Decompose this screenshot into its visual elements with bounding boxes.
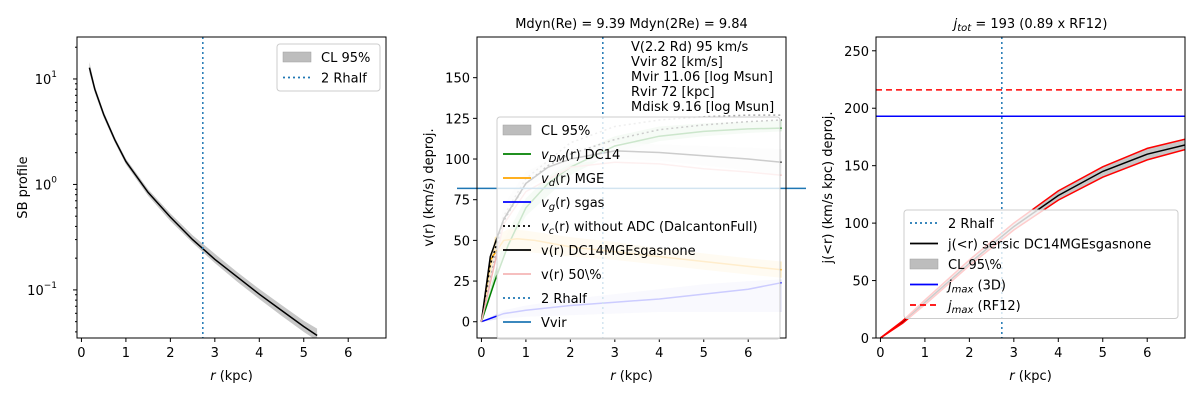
annotation: Mdisk 9.16 [log Msun] xyxy=(631,100,774,115)
axes-frame xyxy=(76,36,387,339)
annotation: Vvir 82 [km/s] xyxy=(631,55,723,70)
series-line-0-0 xyxy=(88,67,318,337)
x-axis-label: r (kpc) xyxy=(610,369,653,384)
y-tick-label: 50 xyxy=(852,275,869,290)
y-tick-label: 150 xyxy=(445,72,470,87)
legend-label: CL 95\% xyxy=(948,258,1002,273)
x-tick-label: 1 xyxy=(522,346,530,361)
legend-swatch xyxy=(909,258,939,270)
x-axis-label: r (kpc) xyxy=(210,369,253,384)
annotation: Mvir 11.06 [log Msun] xyxy=(631,70,773,85)
legend-label: v(r) DC14MGEsgasnone xyxy=(541,244,696,259)
legend-label: 2 Rhalf xyxy=(541,292,587,307)
annotation: V(2.2 Rd) 95 km/s xyxy=(631,40,749,55)
annotation: Rvir 72 [kpc] xyxy=(631,85,715,100)
y-tick-label: 100 xyxy=(35,175,58,193)
x-tick-label: 6 xyxy=(744,346,752,361)
y-tick-label: 101 xyxy=(35,70,57,88)
x-tick-label: 2 xyxy=(566,346,574,361)
y-tick-label: 25 xyxy=(453,275,470,290)
y-tick-label: 75 xyxy=(453,194,470,209)
legend-label: 2 Rhalf xyxy=(948,217,994,232)
x-tick-label: 4 xyxy=(655,346,663,361)
y-tick-label: 150 xyxy=(844,160,869,175)
legend-swatch xyxy=(502,124,532,136)
legend-label: jmax (RF12) xyxy=(946,299,1021,316)
axes-frame xyxy=(875,36,1186,339)
x-tick-label: 4 xyxy=(1054,346,1062,361)
panel-angular-momentum: 0 1 2 3 4 5 6 0 50 100 150 200 250 r (kpc) j(<r) (km/s… xyxy=(821,17,1186,384)
x-tick-label: 5 xyxy=(1099,346,1107,361)
plot-area xyxy=(88,62,318,338)
x-tick-label: 1 xyxy=(122,346,130,361)
legend-box xyxy=(496,116,781,340)
y-tick-label: 50 xyxy=(453,234,470,249)
legend-label: j(<r) sersic DC14MGEsgasnone xyxy=(947,238,1151,253)
y-tick-label: 250 xyxy=(844,45,869,60)
x-tick-label: 3 xyxy=(1010,346,1018,361)
legend-box xyxy=(903,209,1179,319)
legend-label: vDM(r) DC14 xyxy=(541,148,620,165)
panel-velocity: 0 1 2 3 4 5 6 0 25 50 75 100 125 150 r (kpc) v(r) (km/s… xyxy=(422,17,806,384)
legend-label: vd(r) MGE xyxy=(541,172,604,189)
x-tick-label: 6 xyxy=(1143,346,1151,361)
x-tick-label: 5 xyxy=(300,346,308,361)
chart-title: Mdyn(Re) = 9.39 Mdyn(2Re) = 9.84 xyxy=(515,17,748,32)
x-tick-label: 0 xyxy=(876,346,884,361)
y-tick-label: 200 xyxy=(844,102,869,117)
x-axis-label: r (kpc) xyxy=(1009,369,1052,384)
y-axis-label: v(r) (km/s) deproj. xyxy=(422,128,437,246)
legend-label: CL 95% xyxy=(541,124,590,139)
x-tick-label: 2 xyxy=(166,346,174,361)
x-tick-label: 3 xyxy=(211,346,219,361)
x-tick-label: 0 xyxy=(77,346,85,361)
legend-label: 2 Rhalf xyxy=(321,72,367,87)
x-tick-label: 6 xyxy=(344,346,352,361)
legend-label: vc(r) without ADC (DalcantonFull) xyxy=(541,220,758,237)
chart-title: jtot = 193 (0.89 x RF12) xyxy=(952,17,1108,34)
legend-label: vg(r) sgas xyxy=(541,196,605,213)
legend-swatch xyxy=(282,51,312,63)
legend-label: CL 95% xyxy=(321,51,370,66)
x-tick-label: 1 xyxy=(921,346,929,361)
y-axis-label: SB profile xyxy=(16,156,31,218)
y-tick-label: 0 xyxy=(861,332,869,347)
y-tick-label: 0 xyxy=(462,316,470,331)
x-tick-label: 3 xyxy=(611,346,619,361)
y-tick-label: 100 xyxy=(844,217,869,232)
y-tick-label: 100 xyxy=(445,153,470,168)
panel-sb-profile: 0 1 2 3 4 5 6 10−1 100 101 r (kpc) SB profile CL 95%… xyxy=(16,36,387,384)
x-tick-label: 4 xyxy=(255,346,263,361)
legend-label: v(r) 50\% xyxy=(541,268,602,283)
legend-label: jmax (3D) xyxy=(946,279,1006,296)
x-tick-label: 0 xyxy=(477,346,485,361)
y-tick-label: 10−1 xyxy=(27,281,57,299)
y-axis-label: j(<r) (km/s kpc) deproj. xyxy=(821,111,836,264)
y-tick-label: 125 xyxy=(445,112,470,127)
x-tick-label: 2 xyxy=(965,346,973,361)
x-tick-label: 5 xyxy=(700,346,708,361)
legend-label: Vvir xyxy=(541,316,567,331)
